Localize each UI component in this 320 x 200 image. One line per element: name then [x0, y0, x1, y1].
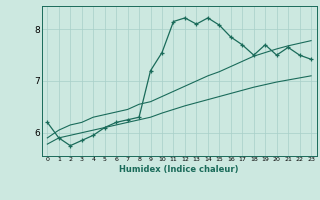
X-axis label: Humidex (Indice chaleur): Humidex (Indice chaleur): [119, 165, 239, 174]
